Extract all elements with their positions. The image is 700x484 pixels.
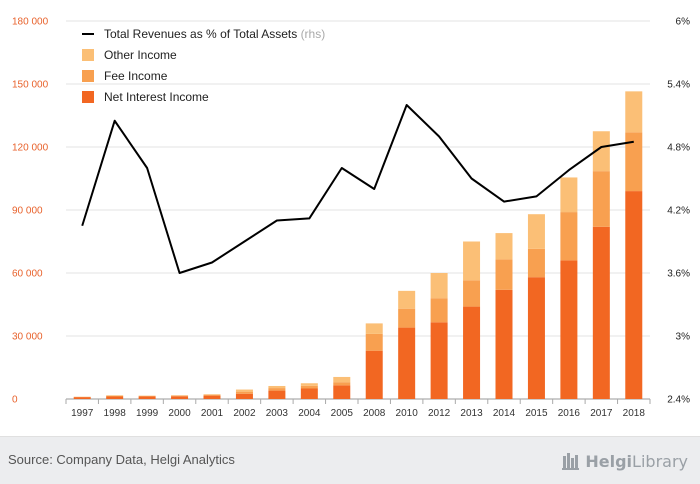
y-tick-label-left: 120 000 [12, 143, 49, 154]
x-tick-label: 2014 [493, 408, 516, 419]
bar-other-income [268, 386, 285, 388]
bar-net-interest-income [528, 277, 545, 399]
y-tick-label-left: 90 000 [12, 206, 43, 217]
bar-other-income [398, 291, 415, 309]
helgi-library-icon [561, 450, 581, 472]
bar-fee-income [593, 171, 610, 227]
legend-swatch-net-interest-income [82, 91, 94, 103]
x-tick-label: 2012 [428, 408, 451, 419]
x-tick-label: 2015 [525, 408, 548, 419]
bar-fee-income [625, 132, 642, 191]
x-tick-label: 2003 [266, 408, 289, 419]
legend-label-line: Total Revenues as % of Total Assets (rhs… [104, 27, 325, 41]
y-tick-label-right: 3% [676, 332, 691, 343]
bar-fee-income [463, 280, 480, 306]
bar-fee-income [366, 334, 383, 351]
bar-other-income [560, 177, 577, 212]
x-tick-label: 1999 [136, 408, 159, 419]
y-tick-label-left: 150 000 [12, 80, 49, 91]
bar-other-income [366, 323, 383, 334]
legend-label-rhs: (rhs) [301, 27, 326, 41]
x-tick-label: 1998 [104, 408, 127, 419]
bar-net-interest-income [593, 227, 610, 399]
bar-other-income [431, 273, 448, 298]
bar-net-interest-income [106, 396, 123, 399]
bar-net-interest-income [171, 396, 188, 399]
bar-net-interest-income [398, 328, 415, 399]
x-tick-label: 2000 [168, 408, 191, 419]
revenue-stacked-bar-chart: 0 30 000 60 000 90 000 120 000 150 000 180 000… [0, 0, 700, 436]
x-tick-label: 2002 [233, 408, 256, 419]
legend-swatch-other-income [82, 49, 94, 61]
logo-text-bold: Helgi [585, 452, 632, 471]
bar-other-income [463, 242, 480, 281]
x-tick-label: 2013 [460, 408, 483, 419]
bar-fee-income [301, 386, 318, 389]
y-tick-label-right: 2.4% [667, 395, 690, 406]
x-tick-label: 2010 [396, 408, 419, 419]
bar-net-interest-income [463, 307, 480, 399]
bar-other-income [333, 377, 350, 382]
x-tick-label: 1997 [71, 408, 94, 419]
x-tick-label: 2008 [363, 408, 386, 419]
bar-other-income [496, 233, 513, 259]
legend-label-fee-income: Fee Income [104, 69, 168, 83]
y-tick-label-left: 30 000 [12, 332, 43, 343]
bar-net-interest-income [301, 389, 318, 400]
bar-other-income [106, 395, 123, 396]
x-tick-label: 2018 [623, 408, 646, 419]
legend-label-net-interest-income: Net Interest Income [104, 90, 209, 104]
bar-net-interest-income [236, 394, 253, 399]
bar-net-interest-income [139, 396, 156, 399]
bar-fee-income [560, 212, 577, 260]
bar-net-interest-income [268, 391, 285, 399]
y-tick-label-right: 3.6% [667, 269, 690, 280]
bar-fee-income [333, 382, 350, 385]
y-tick-label-left: 0 [12, 395, 18, 406]
bar-other-income [301, 383, 318, 386]
bar-net-interest-income [431, 322, 448, 399]
x-tick-label: 2001 [201, 408, 224, 419]
bar-other-income [528, 214, 545, 249]
logo-text-light: Library [632, 452, 688, 471]
y-tick-label-right: 5.4% [667, 80, 690, 91]
x-tick-label: 2004 [298, 408, 321, 419]
bar-net-interest-income [366, 351, 383, 399]
x-tick-label: 2017 [590, 408, 613, 419]
y-tick-label-left: 180 000 [12, 17, 49, 28]
bar-fee-income [398, 309, 415, 328]
bar-net-interest-income [496, 290, 513, 399]
line-total-revenues-pct-assets [82, 105, 634, 273]
bar-net-interest-income [74, 397, 91, 399]
bar-net-interest-income [625, 191, 642, 399]
legend-swatch-fee-income [82, 70, 94, 82]
bar-net-interest-income [333, 385, 350, 399]
source-note: Source: Company Data, Helgi Analytics [8, 452, 235, 467]
bar-fee-income [171, 396, 188, 397]
legend-label-other-income: Other Income [104, 48, 177, 62]
bar-fee-income [528, 249, 545, 277]
x-tick-label: 2005 [331, 408, 354, 419]
footer-bar: Source: Company Data, Helgi Analytics He… [0, 436, 700, 484]
bar-other-income [625, 91, 642, 132]
bar-other-income [204, 394, 221, 395]
y-tick-label-right: 6% [676, 17, 691, 28]
bar-fee-income [431, 298, 448, 322]
y-tick-label-left: 60 000 [12, 269, 43, 280]
x-tick-label: 2016 [558, 408, 581, 419]
bar-fee-income [204, 395, 221, 396]
bar-fee-income [268, 388, 285, 391]
bar-other-income [236, 390, 253, 392]
bar-net-interest-income [204, 396, 221, 399]
helgi-library-logo[interactable]: HelgiLibrary [561, 448, 688, 474]
bar-fee-income [106, 396, 123, 397]
y-tick-label-right: 4.2% [667, 206, 690, 217]
y-tick-label-right: 4.8% [667, 143, 690, 154]
bar-fee-income [496, 259, 513, 289]
bar-fee-income [236, 392, 253, 394]
bar-net-interest-income [560, 260, 577, 399]
